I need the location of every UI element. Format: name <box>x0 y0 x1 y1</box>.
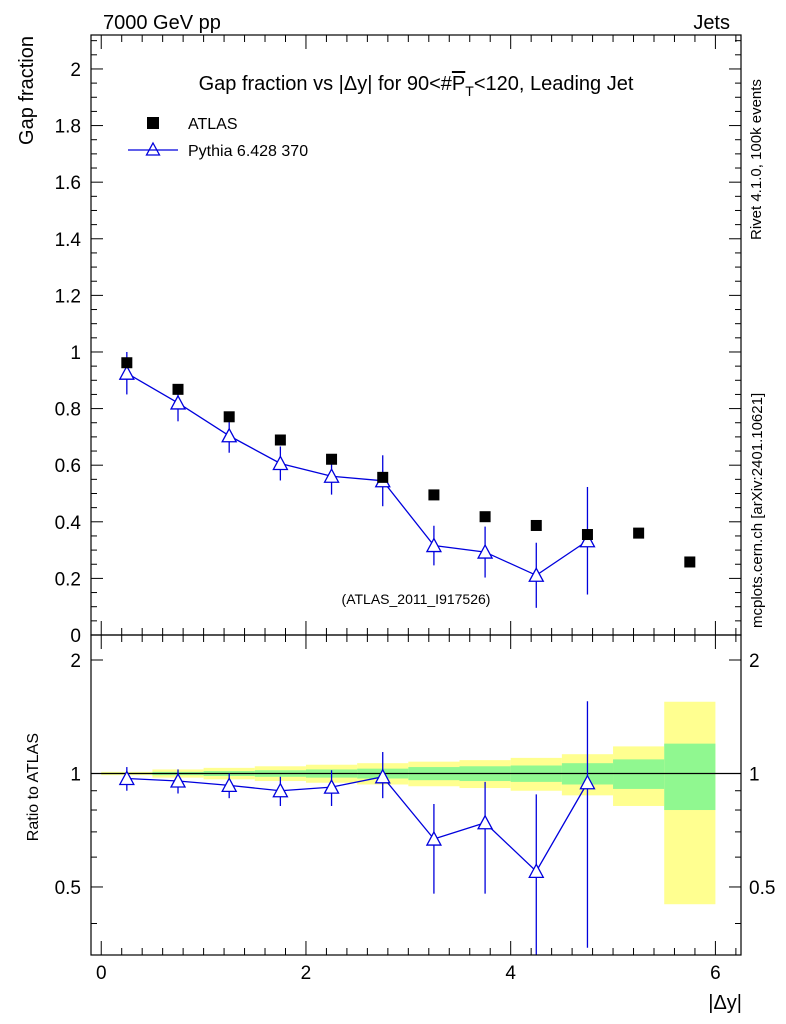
main-y-tick-label: 1.4 <box>55 230 82 251</box>
main-y-axis-label: Gap fraction <box>16 36 38 145</box>
main-y-tick-label: 1.6 <box>55 173 81 194</box>
x-tick-label: 6 <box>710 963 721 984</box>
chart-title-prefix: Gap fraction vs |Δy| for 90<# <box>199 73 453 95</box>
atlas-point <box>274 434 286 446</box>
ratio-pythia-point <box>374 768 391 784</box>
ratio-pythia-point <box>221 776 238 793</box>
ratio-y-tick-label-right: 0.5 <box>749 878 775 899</box>
ratio-x-ticks: 0 2 4 6 <box>96 635 737 984</box>
main-y-tick-label: 0.6 <box>55 456 81 477</box>
main-y-tick-label: 1.8 <box>55 117 81 138</box>
legend-pythia-marker <box>145 141 161 156</box>
pythia-point <box>528 566 545 582</box>
pythia-point <box>221 427 238 443</box>
ratio-y-tick-label-right: 1 <box>749 764 760 785</box>
atlas-point <box>684 556 696 568</box>
pythia-point <box>323 467 340 483</box>
legend: ATLAS Pythia 6.428 370 <box>128 116 308 160</box>
atlas-point <box>121 357 133 369</box>
ratio-y-axis-label: Ratio to ATLAS <box>25 733 42 841</box>
atlas-point <box>172 383 184 395</box>
chart-title-suffix: <120, Leading Jet <box>474 73 634 95</box>
ratio-pythia-point <box>323 778 340 794</box>
pythia-point <box>425 537 443 553</box>
rivet-version-label: Rivet 4.1.0, 100k events <box>748 79 765 240</box>
main-y-ticks: 0 0.2 0.4 0.6 0.8 1 1.2 1.4 1.6 1.8 2 <box>55 40 741 647</box>
atlas-point <box>530 519 542 531</box>
ratio-pythia-point <box>169 772 187 788</box>
main-x-ticks <box>100 35 737 635</box>
ratio-band-green <box>613 759 665 789</box>
ratio-y-tick-label-right: 2 <box>749 651 760 672</box>
chart-title-subscript: T <box>465 83 474 99</box>
ratio-pythia-point <box>272 782 289 798</box>
ratio-pythia-line <box>126 776 589 873</box>
ratio-y-ticks: 0.5 0.5 1 1 2 2 <box>55 651 775 925</box>
main-panel: 0 0.2 0.4 0.6 0.8 1 1.2 1.4 1.6 1.8 2 Gap fraction… <box>16 34 742 647</box>
ratio-y-tick-label-left: 1 <box>70 764 81 785</box>
pythia-line <box>126 372 588 577</box>
x-tick-label: 2 <box>301 963 312 984</box>
analysis-watermark: (ATLAS_2011_I917526) <box>342 591 491 607</box>
main-y-tick-label: 0.2 <box>55 569 81 590</box>
x-tick-label: 4 <box>505 963 516 984</box>
pythia-point <box>118 364 135 380</box>
ratio-y-tick-label-left: 0.5 <box>55 878 81 899</box>
main-y-tick-label: 0.4 <box>55 513 82 534</box>
ratio-y-tick-label-left: 2 <box>70 651 81 672</box>
header-category-label: Jets <box>693 12 730 34</box>
main-y-tick-label: 1 <box>70 343 81 364</box>
ratio-pythia-point <box>579 774 596 790</box>
ratio-panel: 0.5 0.5 1 1 2 2 0 2 4 6 Ratio to ATLAS |Δy| <box>25 634 775 1014</box>
pythia-point <box>169 394 187 410</box>
ratio-pythia-point <box>528 862 545 879</box>
atlas-point <box>326 453 338 465</box>
pythia-point <box>272 455 289 471</box>
chart-title: Gap fraction vs |Δy| for 90<#PT<120, Lea… <box>199 73 634 99</box>
chart-title-p: P <box>452 73 465 95</box>
x-axis-label: |Δy| <box>708 992 742 1014</box>
x-tick-label: 0 <box>96 963 107 984</box>
main-y-tick-label: 0.8 <box>55 400 81 421</box>
pythia-point <box>477 543 494 559</box>
legend-atlas-label: ATLAS <box>188 116 238 133</box>
ratio-band-green <box>664 743 716 811</box>
main-y-tick-label: 2 <box>70 60 81 81</box>
main-y-tick-label: 1.2 <box>55 286 81 307</box>
atlas-point <box>633 527 645 539</box>
legend-atlas-marker <box>147 117 159 129</box>
ratio-plot-content <box>91 701 741 955</box>
header-energy-label: 7000 GeV pp <box>103 12 221 34</box>
main-y-tick-label: 0 <box>70 626 81 647</box>
atlas-point <box>581 529 593 541</box>
ratio-pythia-point <box>477 814 494 830</box>
atlas-point <box>479 511 491 523</box>
ratio-panel-frame <box>90 634 742 956</box>
atlas-point <box>428 489 440 501</box>
mcplots-source-label: mcplots.cern.ch [arXiv:2401.10621] <box>749 393 766 628</box>
ratio-pythia-point <box>425 830 443 846</box>
legend-pythia-label: Pythia 6.428 370 <box>188 143 308 160</box>
atlas-point <box>223 411 235 423</box>
pythia-point <box>579 532 596 548</box>
ratio-pythia-point <box>118 770 135 786</box>
main-plot-content <box>118 351 696 608</box>
atlas-point <box>377 471 389 483</box>
